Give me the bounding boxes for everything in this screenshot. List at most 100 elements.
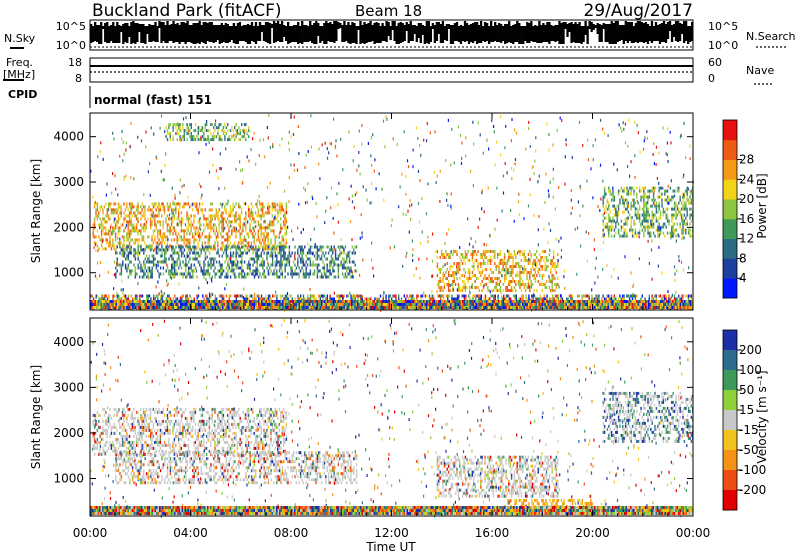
data-cell xyxy=(316,275,319,279)
data-cell xyxy=(638,219,641,223)
data-cell xyxy=(238,245,240,249)
data-cell xyxy=(186,202,188,206)
data-cell xyxy=(138,244,141,248)
data-cell xyxy=(138,266,141,270)
data-cell xyxy=(253,229,255,233)
data-cell xyxy=(204,129,206,133)
data-cell xyxy=(198,205,201,209)
data-cell xyxy=(315,251,317,255)
data-cell xyxy=(512,277,514,280)
data-cell xyxy=(141,208,143,212)
data-cell xyxy=(145,130,147,134)
data-cell xyxy=(201,269,204,273)
data-cell xyxy=(551,274,553,277)
data-cell xyxy=(636,195,638,199)
data-cell xyxy=(248,297,250,301)
data-cell xyxy=(187,220,190,224)
data-cell xyxy=(655,207,658,211)
data-cell xyxy=(227,269,229,273)
data-cell xyxy=(193,241,195,245)
data-cell xyxy=(285,220,288,224)
data-cell xyxy=(226,241,229,245)
data-cell xyxy=(544,286,546,289)
data-cell xyxy=(157,260,159,264)
data-cell xyxy=(112,244,114,248)
data-cell xyxy=(260,235,262,239)
noise-bar xyxy=(291,26,294,42)
data-cell xyxy=(190,123,192,127)
data-cell xyxy=(142,214,145,218)
data-cell xyxy=(264,244,267,248)
data-cell xyxy=(221,229,223,233)
data-cell xyxy=(152,241,155,245)
data-cell xyxy=(332,297,334,301)
data-cell xyxy=(284,220,286,224)
data-cell xyxy=(370,297,372,301)
data-cell xyxy=(158,272,160,276)
data-cell xyxy=(149,226,152,230)
data-cell xyxy=(208,251,211,255)
noise-bar xyxy=(650,21,654,43)
data-cell xyxy=(334,248,337,252)
data-cell xyxy=(214,232,216,236)
data-cell xyxy=(225,248,228,252)
data-cell xyxy=(162,272,165,276)
data-cell xyxy=(180,266,183,270)
data-cell xyxy=(284,214,286,218)
data-cell xyxy=(246,294,249,298)
data-cell xyxy=(194,245,197,249)
data-cell xyxy=(204,126,206,130)
noise-bar xyxy=(218,25,221,44)
data-cell xyxy=(304,245,306,249)
noise-bar xyxy=(522,26,525,44)
data-cell xyxy=(215,229,218,233)
data-cell xyxy=(249,229,251,233)
data-cell xyxy=(193,238,195,242)
data-cell xyxy=(472,294,474,298)
data-cell xyxy=(145,275,148,279)
data-cell xyxy=(163,208,166,212)
data-cell xyxy=(689,201,691,205)
data-cell xyxy=(190,226,192,230)
data-cell xyxy=(291,269,293,273)
data-cell xyxy=(240,211,243,215)
data-cell xyxy=(284,294,286,298)
data-cell xyxy=(246,247,248,251)
data-cell xyxy=(557,265,559,268)
data-cell xyxy=(610,297,613,301)
noise-bar xyxy=(351,22,354,43)
data-cell xyxy=(440,280,443,283)
data-cell xyxy=(588,294,590,298)
data-cell xyxy=(284,251,286,255)
data-cell xyxy=(457,265,460,268)
data-cell xyxy=(274,272,277,276)
data-cell xyxy=(461,280,464,283)
data-cell xyxy=(329,269,331,273)
data-cell xyxy=(194,138,197,142)
data-cell xyxy=(661,297,663,301)
data-cell xyxy=(229,208,232,212)
data-cell xyxy=(274,294,277,298)
data-cell xyxy=(232,251,235,255)
noise-bar xyxy=(538,21,541,43)
data-cell xyxy=(493,297,495,301)
data-cell xyxy=(508,297,510,301)
data-cell xyxy=(622,195,624,199)
data-cell xyxy=(144,217,146,221)
noise-bar xyxy=(224,23,227,43)
data-cell xyxy=(182,205,184,209)
data-cell xyxy=(633,222,635,226)
data-cell xyxy=(266,226,268,230)
data-cell xyxy=(284,226,286,230)
noise-left-label: N.Sky xyxy=(4,32,36,45)
data-cell xyxy=(128,214,131,218)
data-cell xyxy=(452,271,454,274)
data-cell xyxy=(548,148,550,152)
data-cell xyxy=(623,294,625,298)
data-cell xyxy=(189,266,191,270)
data-cell xyxy=(127,232,129,236)
data-cell xyxy=(529,145,531,148)
data-cell xyxy=(629,228,631,232)
data-cell xyxy=(546,297,548,301)
data-cell xyxy=(259,272,261,276)
